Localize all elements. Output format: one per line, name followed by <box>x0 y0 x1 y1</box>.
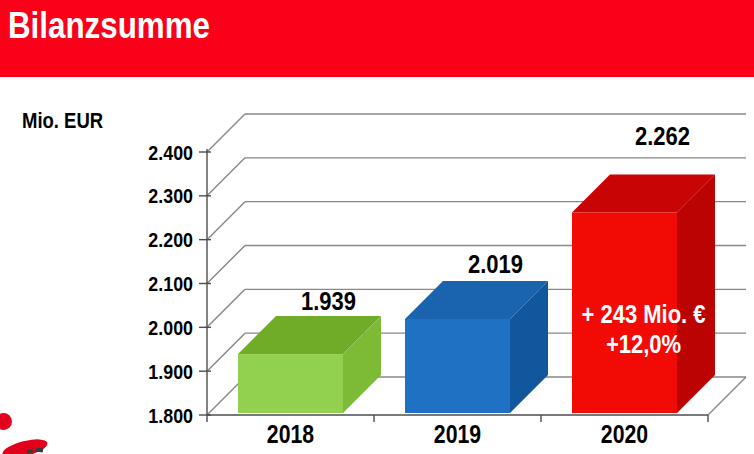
floor-edge <box>708 377 746 415</box>
value-label-2020: 2.262 <box>635 123 690 151</box>
gridline-depth <box>207 246 245 284</box>
value-label-2019: 2.019 <box>468 251 523 279</box>
slide: Bilanzsumme Mio. EUR 1.8001.9002.0002.10… <box>0 0 754 454</box>
y-tick-label: 1.900 <box>148 359 193 383</box>
y-tick-label: 1.800 <box>148 403 193 427</box>
value-label-2018: 1.939 <box>301 288 356 316</box>
bar-front-2018 <box>238 354 343 413</box>
gridline-depth <box>207 289 245 327</box>
x-category-label-2018: 2018 <box>267 420 314 448</box>
x-category-label-2020: 2020 <box>601 420 648 448</box>
bar-side-2020 <box>677 174 715 413</box>
bar-chart-3d: 1.800 1.900 2.000 2.100 2.200 2.300 2.400 1.939… <box>0 0 754 454</box>
y-tick-label: 2.000 <box>148 315 193 339</box>
y-tick-label: 2.100 <box>148 272 193 296</box>
y-tick-label: 2.400 <box>148 140 193 164</box>
logo-mark <box>36 448 43 453</box>
x-category-label-2019: 2019 <box>434 420 481 448</box>
annotation-line: +12,0% <box>606 330 681 358</box>
y-tick-label: 2.300 <box>148 184 193 208</box>
annotation-line: + 243 Mio. € <box>581 300 705 328</box>
y-tick-label: 2.200 <box>148 228 193 252</box>
gridline-depth <box>207 202 245 240</box>
bar-front-2019 <box>405 319 510 413</box>
gridline-depth <box>207 114 245 152</box>
gridline-depth <box>207 158 245 196</box>
